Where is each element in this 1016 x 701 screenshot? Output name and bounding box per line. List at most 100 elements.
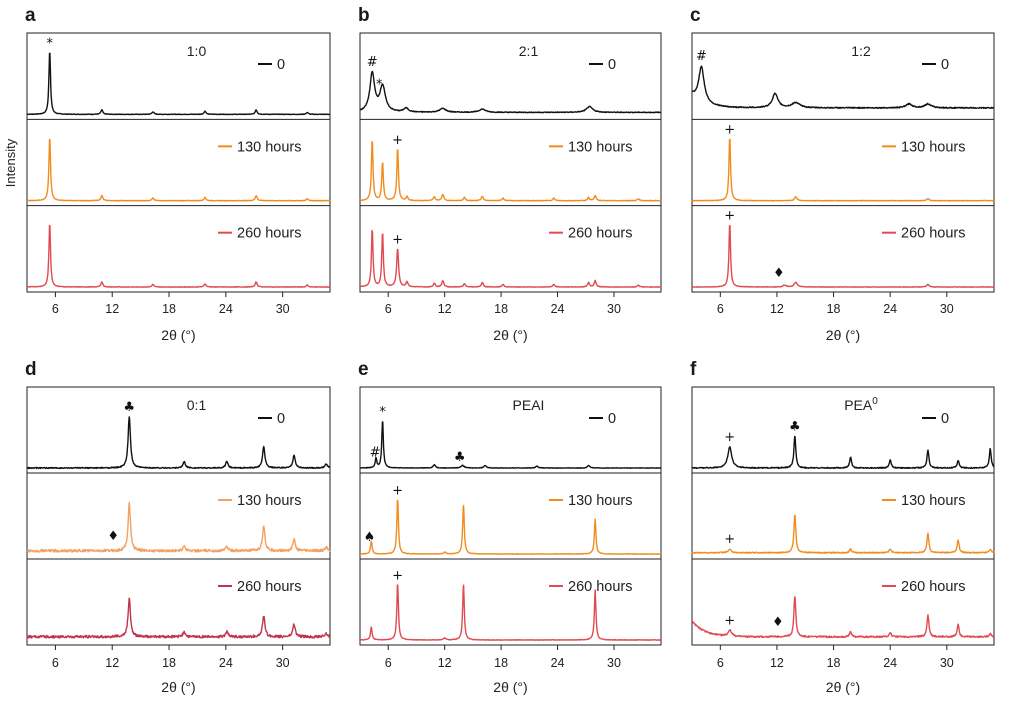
x-tick-label: 30 — [276, 302, 290, 316]
peak-marker: + — [392, 483, 403, 498]
x-tick-label: 18 — [827, 302, 841, 316]
x-tick-label: 30 — [607, 656, 621, 670]
x-tick-label: 6 — [385, 302, 392, 316]
chart-title-superscript: 0 — [872, 396, 878, 407]
peak-marker: * — [379, 405, 386, 420]
x-axis-label: 2θ (°) — [826, 327, 860, 343]
legend-label: 260 hours — [237, 226, 302, 242]
series-line-0 — [26, 416, 331, 470]
peak-marker: # — [370, 446, 381, 461]
series-line-130-hours — [691, 514, 995, 554]
legend-label: 0 — [608, 411, 616, 427]
x-tick-label: 18 — [494, 656, 508, 670]
peak-marker: ♠ — [364, 530, 376, 545]
series-line-130-hours — [359, 499, 662, 555]
chart-title: PEAI — [513, 397, 545, 413]
series-line-130-hours — [691, 138, 995, 202]
panel-label-e: e — [358, 359, 369, 380]
peak-marker: ♣ — [123, 400, 135, 415]
legend-label: 130 hours — [568, 139, 633, 155]
x-tick-label: 6 — [52, 656, 59, 670]
series-line-0 — [691, 435, 995, 470]
x-tick-label: 24 — [883, 656, 897, 670]
peak-marker: + — [392, 568, 403, 583]
panel-c: c 6 12 18 24 30 2θ (°) 1:2 0 #130 hours +260 hours… — [690, 5, 995, 343]
x-tick-label: 12 — [438, 656, 452, 670]
series-line-260-hours — [26, 597, 331, 639]
panel-label-d: d — [25, 359, 37, 380]
peak-marker: + — [392, 233, 403, 248]
legend-label: 260 hours — [568, 226, 633, 242]
x-tick-label: 6 — [52, 302, 59, 316]
peak-marker: # — [696, 49, 707, 64]
series-line-0 — [26, 52, 331, 116]
legend-label: 130 hours — [237, 493, 302, 509]
x-tick-label: 30 — [940, 656, 954, 670]
x-tick-label: 24 — [551, 302, 565, 316]
x-axis-label: 2θ (°) — [161, 679, 195, 695]
legend-label: 0 — [941, 57, 949, 73]
series-line-130-hours — [26, 501, 331, 553]
x-tick-label: 12 — [770, 302, 784, 316]
chart-title: 1:0 — [187, 43, 207, 59]
panel-b: b 6 12 18 24 30 2θ (°) 2:1 0 # * 130 hours +260 hour… — [358, 5, 662, 343]
legend-label: 130 hours — [237, 139, 302, 155]
series-line-130-hours — [359, 140, 662, 202]
peak-marker: + — [724, 209, 735, 224]
series-line-0 — [691, 65, 995, 110]
x-tick-label: 12 — [438, 302, 452, 316]
peak-marker: ♦ — [107, 529, 119, 544]
plot-frame — [691, 32, 995, 293]
legend-label: 260 hours — [568, 579, 633, 595]
x-tick-label: 18 — [827, 656, 841, 670]
legend-label: 0 — [941, 411, 949, 427]
legend-label: 0 — [277, 57, 285, 73]
peak-marker: ♦ — [773, 266, 785, 281]
panel-d: d 6 12 18 24 30 2θ (°) 0:1 0 ♣ 130 hours ♦ 260 hours — [25, 359, 331, 695]
series-line-260-hours — [26, 224, 331, 288]
legend-label: 260 hours — [901, 579, 966, 595]
peak-marker: + — [392, 133, 403, 148]
panel-e: e 6 12 18 24 30 2θ (°) PEAI 0 # * ♣ 130 hours + ♠ 260 h… — [358, 359, 662, 695]
peak-marker: ♣ — [454, 450, 466, 465]
x-tick-label: 30 — [607, 302, 621, 316]
legend-label: 0 — [277, 411, 285, 427]
x-tick-label: 12 — [105, 656, 119, 670]
panel-a: a 6 12 18 24 30 2θ (°) 1:0 0 * 130 hours 260 hours — [25, 5, 331, 343]
x-tick-label: 30 — [940, 302, 954, 316]
peak-marker: + — [724, 613, 735, 628]
chart-title: 2:1 — [519, 43, 539, 59]
series-line-260-hours — [359, 229, 662, 288]
x-tick-label: 24 — [219, 302, 233, 316]
legend-label: 130 hours — [568, 493, 633, 509]
peak-marker: + — [724, 430, 735, 445]
x-tick-label: 6 — [717, 656, 724, 670]
peak-marker: ♦ — [772, 615, 784, 630]
peak-marker: * — [46, 36, 53, 51]
legend-label: 260 hours — [901, 226, 966, 242]
legend-label: 260 hours — [237, 579, 302, 595]
chart-title: 1:2 — [851, 43, 871, 59]
x-axis-label: 2θ (°) — [493, 679, 527, 695]
x-axis-label: 2θ (°) — [826, 679, 860, 695]
peak-marker: * — [376, 77, 383, 92]
panel-label-a: a — [25, 5, 36, 26]
peak-marker: + — [724, 532, 735, 547]
series-line-0 — [359, 421, 662, 469]
series-line-260-hours — [691, 596, 995, 639]
plot-frame — [26, 386, 331, 646]
series-line-260-hours — [359, 584, 662, 641]
x-tick-label: 24 — [883, 302, 897, 316]
legend-label: 130 hours — [901, 493, 966, 509]
x-axis-label: 2θ (°) — [493, 327, 527, 343]
x-tick-label: 6 — [385, 656, 392, 670]
chart-title: PEA0 — [844, 396, 878, 413]
x-axis-label: 2θ (°) — [161, 327, 195, 343]
series-line-130-hours — [26, 138, 331, 202]
series-line-0 — [359, 70, 662, 114]
y-axis-label: Intensity — [3, 138, 18, 187]
peak-marker: ♣ — [789, 419, 801, 434]
series-line-260-hours — [691, 224, 995, 288]
